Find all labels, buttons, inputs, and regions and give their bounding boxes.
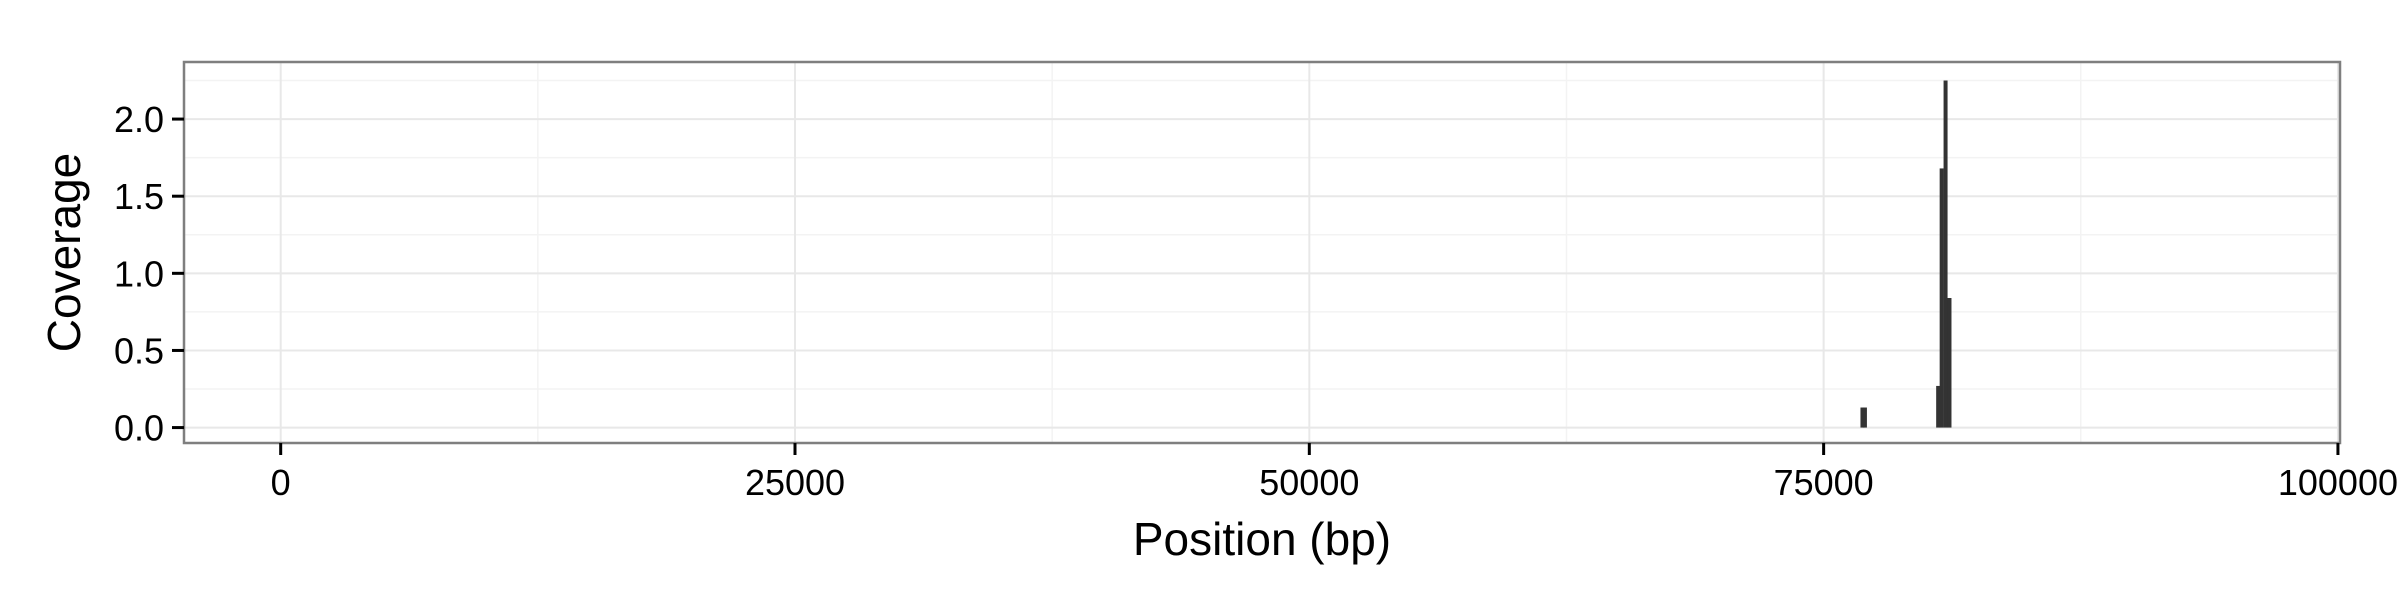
y-tick-label: 1.0 — [114, 253, 164, 294]
labels-layer: 0 25000 50000 75000 100000 0.0 0.5 1.0 1.5 2.0 — [114, 99, 2398, 503]
y-tick-label: 1.5 — [114, 176, 164, 217]
y-tick-label: 0.0 — [114, 408, 164, 449]
coverage-bar — [1860, 407, 1865, 428]
y-tick-label: 2.0 — [114, 99, 164, 140]
coverage-bar — [1936, 385, 1941, 428]
coverage-bar — [1947, 298, 1952, 428]
x-tick-label: 0 — [271, 462, 291, 503]
x-tick-label: 100000 — [2278, 462, 2398, 503]
coverage-bar — [1943, 80, 1948, 428]
plot-panel-background — [184, 62, 2340, 443]
coverage-bar — [1939, 168, 1944, 428]
x-tick-label: 50000 — [1259, 462, 1359, 503]
bars-layer — [1860, 80, 1952, 428]
x-tick-label: 25000 — [745, 462, 845, 503]
x-axis-title: Position (bp) — [1133, 513, 1391, 565]
y-axis-title: Coverage — [38, 153, 90, 352]
coverage-bar — [1862, 407, 1867, 428]
y-tick-label: 0.5 — [114, 330, 164, 371]
ticks-layer — [172, 117, 2340, 455]
grid-layer — [184, 62, 2340, 443]
plot-panel-border — [182, 60, 2342, 445]
x-tick-label: 75000 — [1774, 462, 1874, 503]
